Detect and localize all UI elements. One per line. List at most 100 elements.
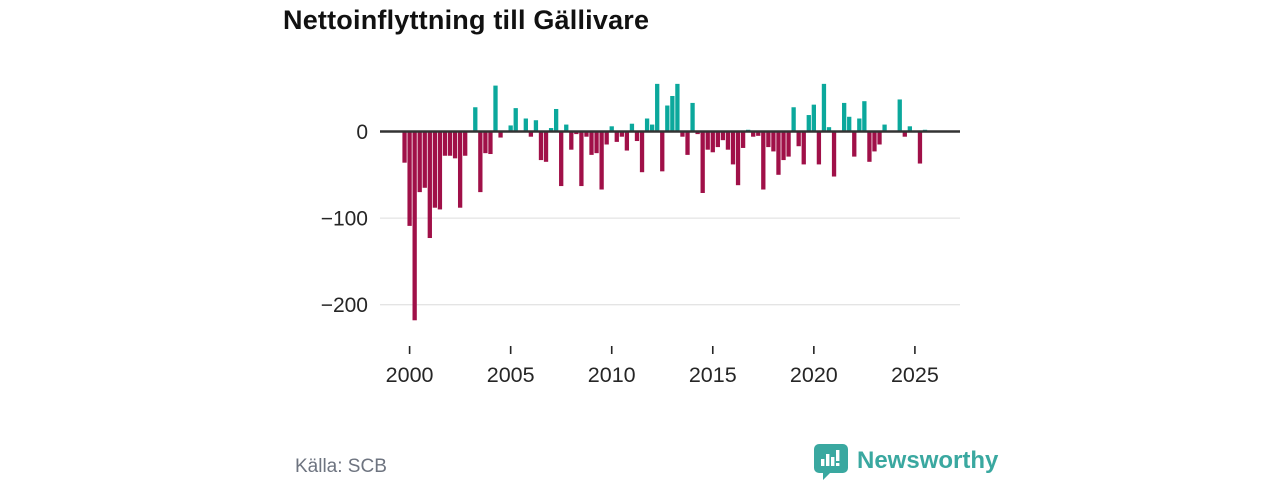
x-axis-label: 2020 [790, 363, 838, 387]
bar [690, 102, 695, 132]
chart-title: Nettoinflyttning till Gällivare [283, 5, 650, 35]
bar [862, 101, 867, 132]
bar [473, 107, 478, 132]
bar [847, 116, 852, 132]
bar [548, 128, 554, 132]
y-axis-label: −100 [321, 208, 368, 231]
bar [412, 131, 417, 321]
source-note: Källa: SCB [295, 456, 387, 477]
bar [483, 131, 488, 154]
bar [402, 131, 407, 163]
bar [907, 126, 912, 132]
bar [574, 131, 579, 135]
bar [457, 131, 463, 208]
bar [725, 131, 731, 150]
bar [776, 131, 781, 175]
bar [513, 108, 518, 132]
bar [705, 131, 710, 150]
bar [710, 131, 715, 153]
bar [852, 131, 857, 157]
bar [639, 131, 645, 173]
bar [624, 131, 630, 151]
bar [715, 131, 720, 148]
bar [806, 115, 811, 132]
bar [761, 131, 766, 190]
bar [791, 107, 796, 132]
bar [821, 83, 827, 132]
bar [533, 120, 539, 132]
bar [584, 131, 589, 137]
bar [619, 131, 624, 137]
bar [675, 83, 680, 132]
x-axis-label: 2010 [588, 363, 636, 387]
bar [407, 131, 412, 226]
bar [432, 131, 438, 208]
bar [660, 131, 665, 172]
bar [564, 124, 569, 132]
bar [427, 131, 432, 239]
bar [816, 131, 822, 165]
bar [670, 95, 675, 132]
bar [569, 131, 574, 150]
bar [629, 123, 635, 132]
bar [559, 131, 564, 187]
bar [751, 131, 756, 137]
bar [685, 131, 690, 155]
newsworthy-logo-icon [814, 444, 848, 480]
newsworthy-logo[interactable]: Newsworthy [812, 442, 998, 480]
bar [766, 131, 771, 148]
bar [634, 131, 640, 142]
y-axis-label: 0 [356, 121, 368, 144]
bar [655, 83, 660, 132]
bar [867, 131, 872, 162]
bar [644, 118, 650, 132]
bar [730, 131, 736, 165]
bar [442, 131, 448, 156]
bar [735, 131, 741, 186]
bar [463, 131, 468, 156]
bar [897, 99, 902, 132]
bar [801, 131, 806, 165]
bar [523, 118, 528, 132]
bar [609, 126, 614, 132]
bar [665, 105, 670, 132]
bar [493, 85, 498, 132]
bar [720, 131, 726, 141]
bar [695, 131, 700, 135]
bar [422, 131, 427, 188]
bar [553, 108, 559, 132]
bar [528, 131, 534, 137]
bar [857, 118, 862, 132]
bar [604, 131, 609, 145]
bar [740, 131, 746, 148]
bar [538, 131, 544, 161]
bar [543, 131, 549, 162]
x-axis-label: 2025 [891, 363, 939, 387]
bar [589, 131, 594, 155]
bar [796, 131, 801, 147]
bar [771, 131, 776, 152]
bar [877, 131, 882, 145]
x-axis-label: 2000 [386, 363, 434, 387]
bar [826, 127, 832, 132]
bar [488, 131, 493, 155]
bar [917, 131, 923, 164]
bar [599, 131, 604, 190]
bar [614, 131, 619, 142]
x-axis-label: 2005 [487, 363, 535, 387]
bar [680, 131, 685, 137]
bar [417, 131, 422, 193]
bar [882, 124, 887, 132]
bar [437, 131, 443, 210]
bar [452, 131, 458, 159]
newsworthy-wordmark: Newsworthy [857, 447, 999, 474]
bar [842, 102, 847, 132]
bar [811, 104, 816, 132]
bar [902, 131, 907, 137]
bar [498, 131, 503, 138]
bar [786, 131, 791, 157]
bar [872, 131, 877, 152]
bar [756, 131, 761, 136]
